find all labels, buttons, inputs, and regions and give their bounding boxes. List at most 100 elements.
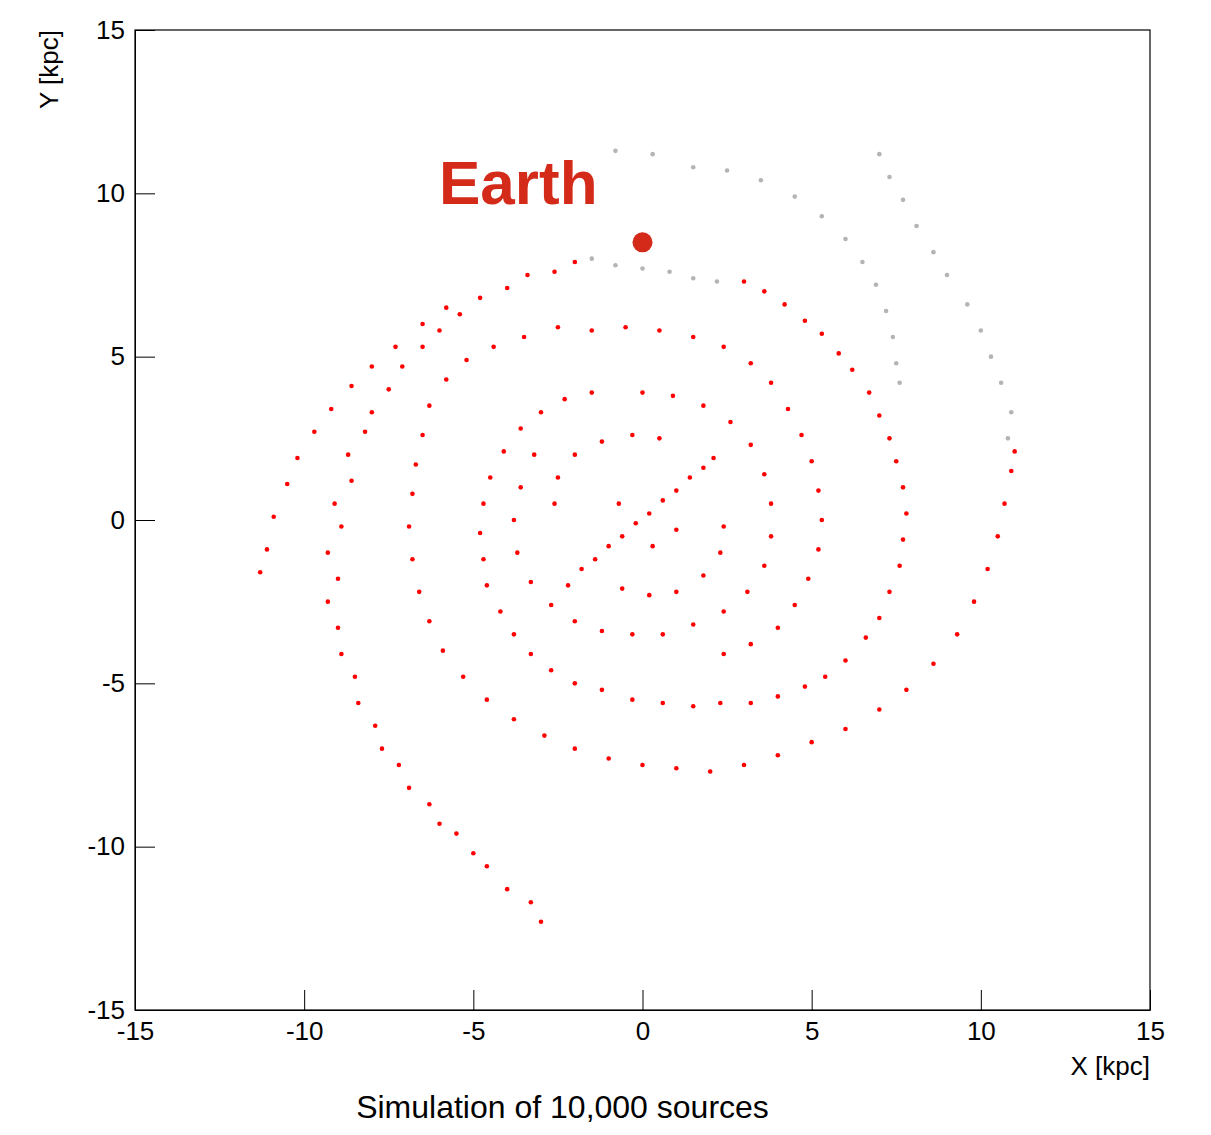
point — [370, 410, 375, 415]
point — [420, 433, 425, 438]
point — [904, 688, 909, 693]
tick: 5 — [111, 341, 155, 371]
point — [427, 619, 432, 624]
point — [674, 528, 679, 533]
point — [640, 763, 645, 768]
point — [887, 175, 892, 180]
x-axis: -15-10-5051015 — [117, 990, 1165, 1046]
point — [485, 583, 490, 588]
point — [887, 436, 892, 441]
point — [718, 701, 723, 706]
point — [481, 501, 486, 506]
point — [529, 900, 534, 905]
tick-mark — [135, 683, 155, 684]
point — [640, 266, 645, 271]
point — [485, 697, 490, 702]
point — [485, 864, 490, 869]
point — [437, 328, 442, 333]
tick-label: -15 — [87, 995, 125, 1025]
tick: 15 — [96, 15, 155, 45]
tick: 10 — [96, 178, 155, 208]
point — [549, 603, 554, 608]
point — [776, 694, 781, 699]
point — [708, 769, 713, 774]
point — [573, 452, 578, 457]
point — [353, 675, 358, 680]
point — [701, 465, 706, 470]
point — [556, 325, 561, 330]
point — [762, 289, 767, 294]
point — [999, 381, 1004, 386]
tick: -5 — [102, 668, 155, 698]
point — [573, 619, 578, 624]
point — [1009, 469, 1014, 474]
point — [650, 544, 655, 549]
point — [552, 269, 557, 274]
point — [498, 609, 503, 614]
tick-mark — [135, 30, 155, 31]
point — [329, 407, 334, 412]
point — [972, 599, 977, 604]
point — [809, 459, 814, 464]
tick-label: 15 — [1136, 1016, 1165, 1046]
point — [397, 763, 402, 768]
point — [742, 279, 747, 284]
x-axis-title: X [kpc] — [1071, 1051, 1150, 1081]
y-axis: -15-10-5051015 — [87, 15, 155, 1025]
point — [258, 570, 263, 575]
point — [589, 390, 594, 395]
point — [573, 681, 578, 686]
point — [640, 390, 645, 395]
point — [904, 511, 909, 516]
point — [995, 534, 1000, 539]
point — [715, 279, 720, 284]
point — [630, 632, 635, 637]
point — [721, 524, 726, 529]
point — [843, 727, 848, 732]
point — [894, 459, 899, 464]
point — [512, 717, 517, 722]
tick: -10 — [87, 831, 155, 861]
point — [613, 263, 618, 268]
point — [661, 701, 666, 706]
point — [518, 426, 523, 431]
point — [512, 632, 517, 637]
point — [965, 302, 970, 307]
point — [623, 325, 628, 330]
point — [850, 367, 855, 372]
point — [420, 345, 425, 350]
point — [816, 488, 821, 493]
point — [407, 524, 412, 529]
point — [661, 632, 666, 637]
tick-mark — [135, 520, 155, 521]
tick-mark — [812, 990, 813, 1010]
point — [529, 580, 534, 585]
point — [877, 616, 882, 621]
tick-mark — [473, 990, 474, 1010]
point — [762, 563, 767, 568]
point — [471, 851, 476, 856]
point — [711, 456, 716, 461]
point — [346, 452, 351, 457]
point — [606, 756, 611, 761]
point — [806, 577, 811, 582]
point — [393, 345, 398, 350]
point — [400, 364, 405, 369]
point — [633, 521, 638, 526]
tick-label: -10 — [87, 831, 125, 861]
point — [803, 684, 808, 689]
point — [823, 675, 828, 680]
point — [417, 590, 422, 595]
point — [799, 433, 804, 438]
point — [691, 622, 696, 627]
point — [884, 309, 889, 314]
point — [931, 661, 936, 666]
point — [786, 407, 791, 412]
point — [549, 668, 554, 673]
point — [332, 501, 337, 506]
point — [674, 590, 679, 595]
point — [532, 452, 537, 457]
point — [600, 688, 605, 693]
point — [525, 273, 530, 278]
point — [792, 194, 797, 199]
